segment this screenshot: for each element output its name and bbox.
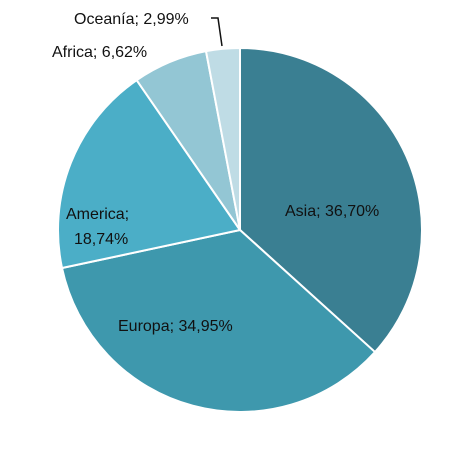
label-europa: Europa; 34,95% xyxy=(118,318,233,335)
label-africa: Africa; 6,62% xyxy=(52,44,147,61)
slice-europa xyxy=(60,228,377,413)
label-america-line-2: 18,74% xyxy=(74,231,128,248)
label-america-line-1: America; xyxy=(66,206,129,223)
label-oceania: Oceanía; 2,99% xyxy=(74,11,189,28)
slice-oceania xyxy=(204,46,241,231)
slice-america xyxy=(57,78,242,270)
pie-slices xyxy=(57,46,423,413)
oceania-leader-line xyxy=(211,17,223,47)
slice-asia xyxy=(239,46,423,354)
label-asia: Asia; 36,70% xyxy=(285,203,379,220)
